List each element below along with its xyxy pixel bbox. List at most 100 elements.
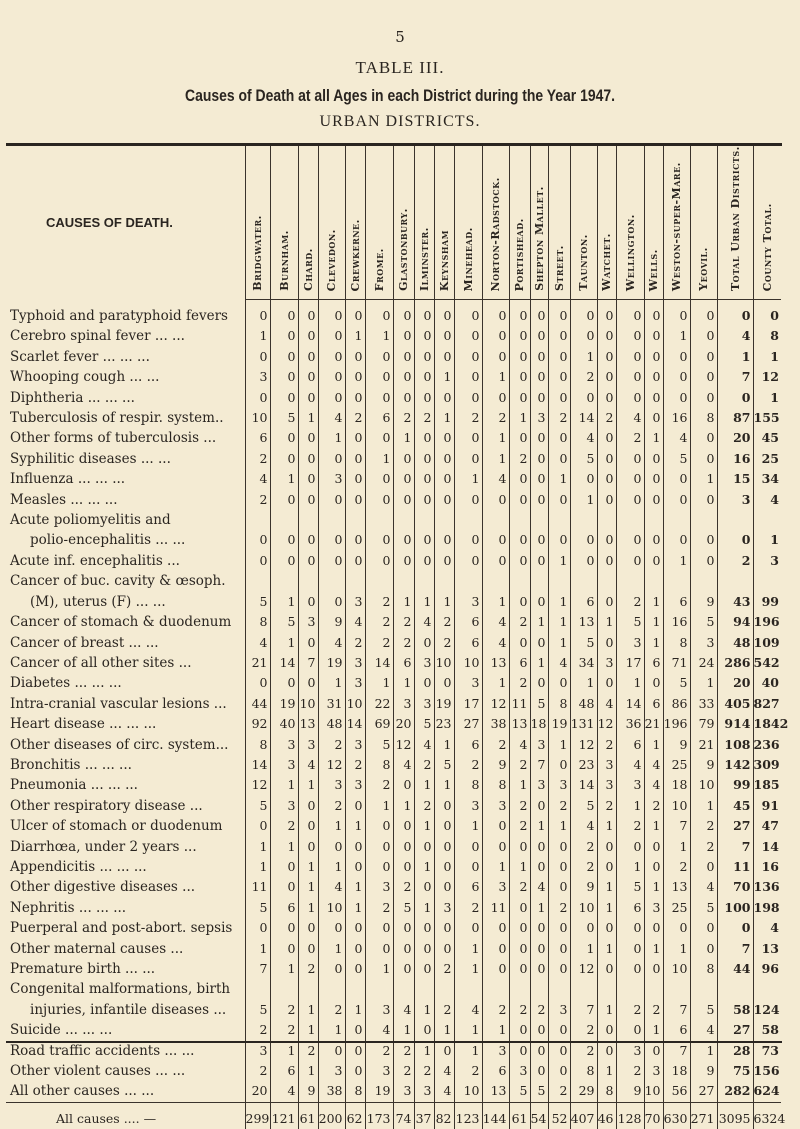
table-row: Other forms of tuberculosis ... 6 0 0 1 0 0 1 0 0…: [6, 428, 781, 449]
cell-value: 2: [413, 795, 434, 817]
cell-value: 0: [413, 387, 434, 409]
column-header-label: Taunton.: [577, 234, 590, 292]
cell-value: 0: [529, 795, 548, 817]
cause-label-line: Nephritis ... ... ...: [10, 899, 127, 916]
cell-value: 2: [364, 612, 393, 633]
cell-value: 7: [716, 367, 753, 388]
cell-value: 17: [453, 693, 482, 715]
cell-value: 11: [716, 856, 753, 878]
cell-value: 0: [529, 1040, 548, 1062]
cell-value: 71: [662, 652, 690, 674]
cause-label-line: polio-encephalitis ... ...: [30, 532, 186, 549]
cell-value: 3: [596, 652, 616, 674]
cell-value: 6: [269, 897, 298, 919]
cell-value: 2: [364, 632, 393, 653]
table-row: All other causes ... ... 20 4 9 38 8 19 3 3 4 10 13…: [6, 1081, 781, 1103]
table-row: Cerebro spinal fever ... ... 1 0 0 0 1 1 0 0 0 0 0 0…: [6, 326, 781, 347]
cell-value: 2: [615, 1061, 644, 1082]
cell-value: 1: [662, 836, 690, 857]
cell-value: 0: [615, 489, 644, 511]
cell-value: 28: [716, 1040, 753, 1062]
cell-value: 1: [752, 510, 781, 551]
cell-value: 0: [596, 489, 616, 511]
table-row: Road traffic accidents ... ... 3 1 2 0 0 2 2 1 0 1…: [6, 1040, 781, 1062]
cell-value: 0: [364, 938, 393, 960]
cell-value: 18: [529, 714, 548, 735]
cell-value: 13: [297, 714, 318, 735]
cell-value: 2: [481, 734, 509, 755]
column-header-label: Burnham.: [277, 230, 291, 292]
cell-value: 3: [596, 754, 616, 776]
cell-value: 2: [453, 754, 482, 776]
cell-value: 0: [433, 448, 454, 470]
table-row: Other respiratory disease ... 5 3 0 2 0 1 1 2 0 3 3…: [6, 795, 781, 817]
cell-value: 0: [269, 428, 298, 449]
cell-value: 8: [344, 1081, 365, 1103]
cause-label: Cerebro spinal fever ... ...: [6, 326, 245, 346]
cell-value: 3: [481, 877, 509, 898]
column-header: Watchet.: [596, 146, 616, 301]
cell-value: 1: [269, 632, 298, 653]
column-header-label: Shepton Mallet.: [532, 186, 546, 292]
cause-label-line: Whooping cough ... ...: [10, 369, 160, 386]
cell-value: 1: [547, 469, 570, 490]
cell-value: 0: [344, 387, 365, 409]
table-row: Nephritis ... ... ... 5 6 1 10 1 2 5 1 3 2 11 0 1 2 10 1…: [6, 897, 781, 919]
cell-value: 25: [662, 754, 690, 776]
cell-value: 0: [453, 346, 482, 368]
cell-value: 96: [752, 959, 781, 980]
cell-value: 58: [716, 979, 753, 1021]
cell-value: 0: [297, 448, 318, 470]
cell-value: 87: [716, 408, 753, 429]
cell-value: 2: [364, 775, 393, 796]
cell-value: 1: [529, 652, 548, 674]
table-row: Congenital malformations, birth injuries,…: [6, 979, 781, 1021]
cell-value: 1: [317, 673, 345, 694]
cell-value: 1: [413, 775, 434, 796]
cell-value: 155: [752, 408, 781, 429]
cell-value: 0: [364, 367, 393, 388]
cell-value: 0: [433, 299, 454, 327]
cell-value: 0: [317, 346, 345, 368]
cell-value: 1: [481, 673, 509, 694]
cell-value: 4: [547, 652, 570, 674]
cell-value: 1: [269, 836, 298, 857]
cell-value: 0: [481, 489, 509, 511]
cell-value: 3: [615, 632, 644, 653]
cell-value: 4: [481, 632, 509, 653]
cell-value: 1: [662, 326, 690, 347]
cell-value: 22: [364, 693, 393, 715]
cell-value: 0: [615, 299, 644, 327]
cell-value: 9: [615, 1081, 644, 1103]
cell-value: 34: [752, 469, 781, 490]
cell-value: 0: [615, 448, 644, 470]
cause-label: Pneumonia ... ... ...: [6, 775, 245, 795]
cell-value: 0: [689, 326, 717, 347]
column-header-label: Yeovil.: [697, 247, 710, 292]
cell-value: 0: [433, 795, 454, 817]
cell-value: 1: [481, 1020, 509, 1041]
cell-value: 0: [392, 775, 414, 796]
cell-value: 0: [244, 346, 270, 368]
cell-value: 0: [547, 918, 570, 939]
column-header-label: Minehead.: [461, 226, 475, 292]
cell-value: 0: [662, 489, 690, 511]
cell-value: 2: [433, 959, 454, 980]
cell-value: 0: [433, 387, 454, 409]
cell-value: 0: [392, 326, 414, 347]
cell-value: 5: [529, 1081, 548, 1103]
cell-value: 2: [643, 979, 663, 1021]
cell-value: 12: [569, 734, 597, 755]
cause-label-line: Bronchitis ... ... ...: [10, 756, 132, 773]
cell-value: 8: [453, 775, 482, 796]
cell-value: 1: [529, 897, 548, 919]
cell-value: 3: [269, 795, 298, 817]
cell-value: 6: [392, 652, 414, 674]
cell-value: 4: [453, 979, 482, 1021]
total-row: All causes .... —299 121 61 200 62 173 74 37 82 1…: [6, 1101, 785, 1129]
cell-value: 0: [689, 856, 717, 878]
cell-value: 0: [596, 673, 616, 694]
table-row: Pneumonia ... ... ... 12 1 1 3 3 2 0 1 1 8 8 1 3 3 14 3 3…: [6, 775, 781, 796]
cell-value: 0: [297, 299, 318, 327]
cause-label-line: Pneumonia ... ... ...: [10, 777, 138, 794]
